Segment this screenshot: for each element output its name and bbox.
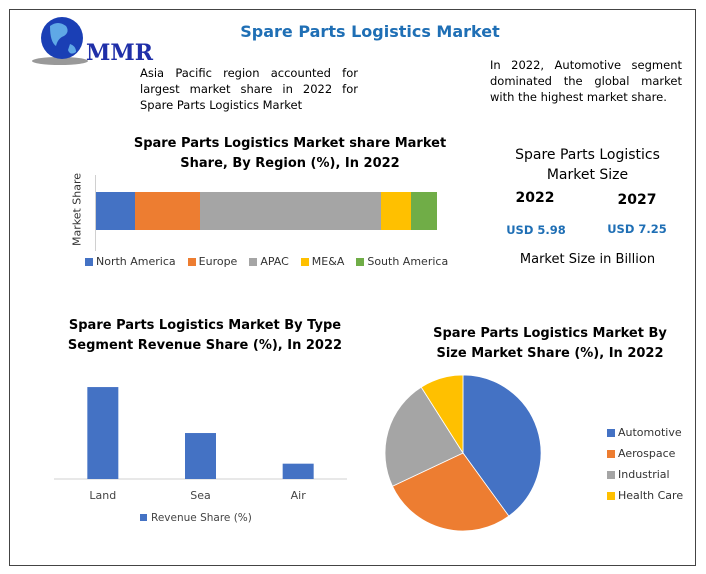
bar-segment-me-a bbox=[380, 192, 412, 230]
pie-slice-health-care bbox=[420, 374, 464, 455]
legend-item-apac: APAC bbox=[249, 255, 289, 268]
legend-label: Industrial bbox=[618, 468, 670, 481]
region-stacked-bar bbox=[96, 192, 437, 230]
legend-item-me-a: ME&A bbox=[300, 255, 345, 268]
pie-slice-aerospace bbox=[391, 452, 510, 532]
legend-item-europe: Europe bbox=[187, 255, 238, 268]
legend-swatch bbox=[249, 257, 258, 266]
bar-segment-south-america bbox=[411, 192, 437, 230]
pie-slice-automotive bbox=[462, 374, 542, 517]
legend-label: APAC bbox=[260, 255, 289, 268]
logo-text: MMR bbox=[86, 40, 153, 66]
region-chart-title: Spare Parts Logistics Market share Marke… bbox=[133, 136, 447, 171]
x-tick-label: Sea bbox=[190, 489, 211, 502]
year-2022: 2022 bbox=[515, 190, 555, 206]
region-legend: North America Europe APAC ME&A South America bbox=[85, 255, 448, 268]
market-size-title: Spare Parts Logistics Market Size bbox=[515, 147, 660, 183]
legend-label: Europe bbox=[198, 255, 238, 268]
segment-note: In 2022, Automotive segment dominated th… bbox=[490, 58, 682, 104]
bar-sea bbox=[185, 433, 216, 479]
legend-swatch bbox=[85, 257, 93, 266]
type-chart-title: Spare Parts Logistics Market By Type Seg… bbox=[67, 318, 343, 353]
x-tick-label: Air bbox=[291, 489, 307, 502]
size-pie-chart bbox=[384, 374, 542, 532]
legend-label: North America bbox=[96, 255, 176, 268]
legend-swatch bbox=[607, 449, 615, 458]
legend-item-aerospace: Aerospace bbox=[607, 447, 683, 460]
mmr-logo: MMR bbox=[26, 14, 156, 66]
x-tick-label: Land bbox=[89, 489, 116, 502]
legend-label: Revenue Share (%) bbox=[151, 512, 252, 524]
legend-label: Aerospace bbox=[618, 447, 676, 460]
legend-label: South America bbox=[367, 255, 449, 268]
legend-swatch bbox=[607, 470, 615, 479]
globe-icon bbox=[32, 17, 88, 65]
legend-swatch bbox=[300, 257, 309, 266]
legend-swatch bbox=[607, 491, 615, 500]
legend-label: ME&A bbox=[311, 255, 345, 268]
bar-land bbox=[87, 387, 119, 479]
legend-item-health-care: Health Care bbox=[607, 489, 683, 502]
value-2027: USD 7.25 bbox=[607, 222, 667, 236]
value-2022: USD 5.98 bbox=[506, 223, 566, 237]
type-bar-chart: Land Sea Air Revenue Share (%) bbox=[54, 387, 347, 524]
size-legend: Automotive Aerospace Industrial Health Care bbox=[607, 426, 683, 502]
market-size-unit: Market Size in Billion bbox=[519, 252, 656, 267]
legend-label: Automotive bbox=[618, 426, 682, 439]
bar-segment-apac bbox=[199, 192, 381, 230]
bar-segment-europe bbox=[135, 192, 200, 230]
bar-segment-north-america bbox=[96, 192, 136, 230]
legend-swatch bbox=[140, 514, 147, 521]
infographic-frame bbox=[9, 9, 696, 566]
region-y-label: Market Share bbox=[70, 172, 84, 247]
region-y-label-wrap: Market Share bbox=[62, 172, 92, 247]
legend-item-south-america: South America bbox=[356, 255, 448, 268]
legend-swatch bbox=[356, 257, 365, 266]
legend-label: Health Care bbox=[618, 489, 684, 502]
bar-air bbox=[282, 463, 314, 479]
page-title: Spare Parts Logistics Market bbox=[240, 22, 500, 41]
year-2027: 2027 bbox=[617, 192, 657, 208]
legend-swatch bbox=[607, 428, 615, 437]
legend-swatch bbox=[187, 257, 196, 266]
pie-slice-industrial bbox=[384, 386, 464, 487]
legend-item-automotive: Automotive bbox=[607, 426, 683, 439]
size-chart-title: Spare Parts Logistics Market By Size Mar… bbox=[433, 326, 667, 361]
legend-item-industrial: Industrial bbox=[607, 468, 683, 481]
region-note: Asia Pacific region accounted for larges… bbox=[140, 66, 358, 112]
region-axis bbox=[95, 175, 96, 251]
legend-item-north-america: North America bbox=[85, 255, 176, 268]
